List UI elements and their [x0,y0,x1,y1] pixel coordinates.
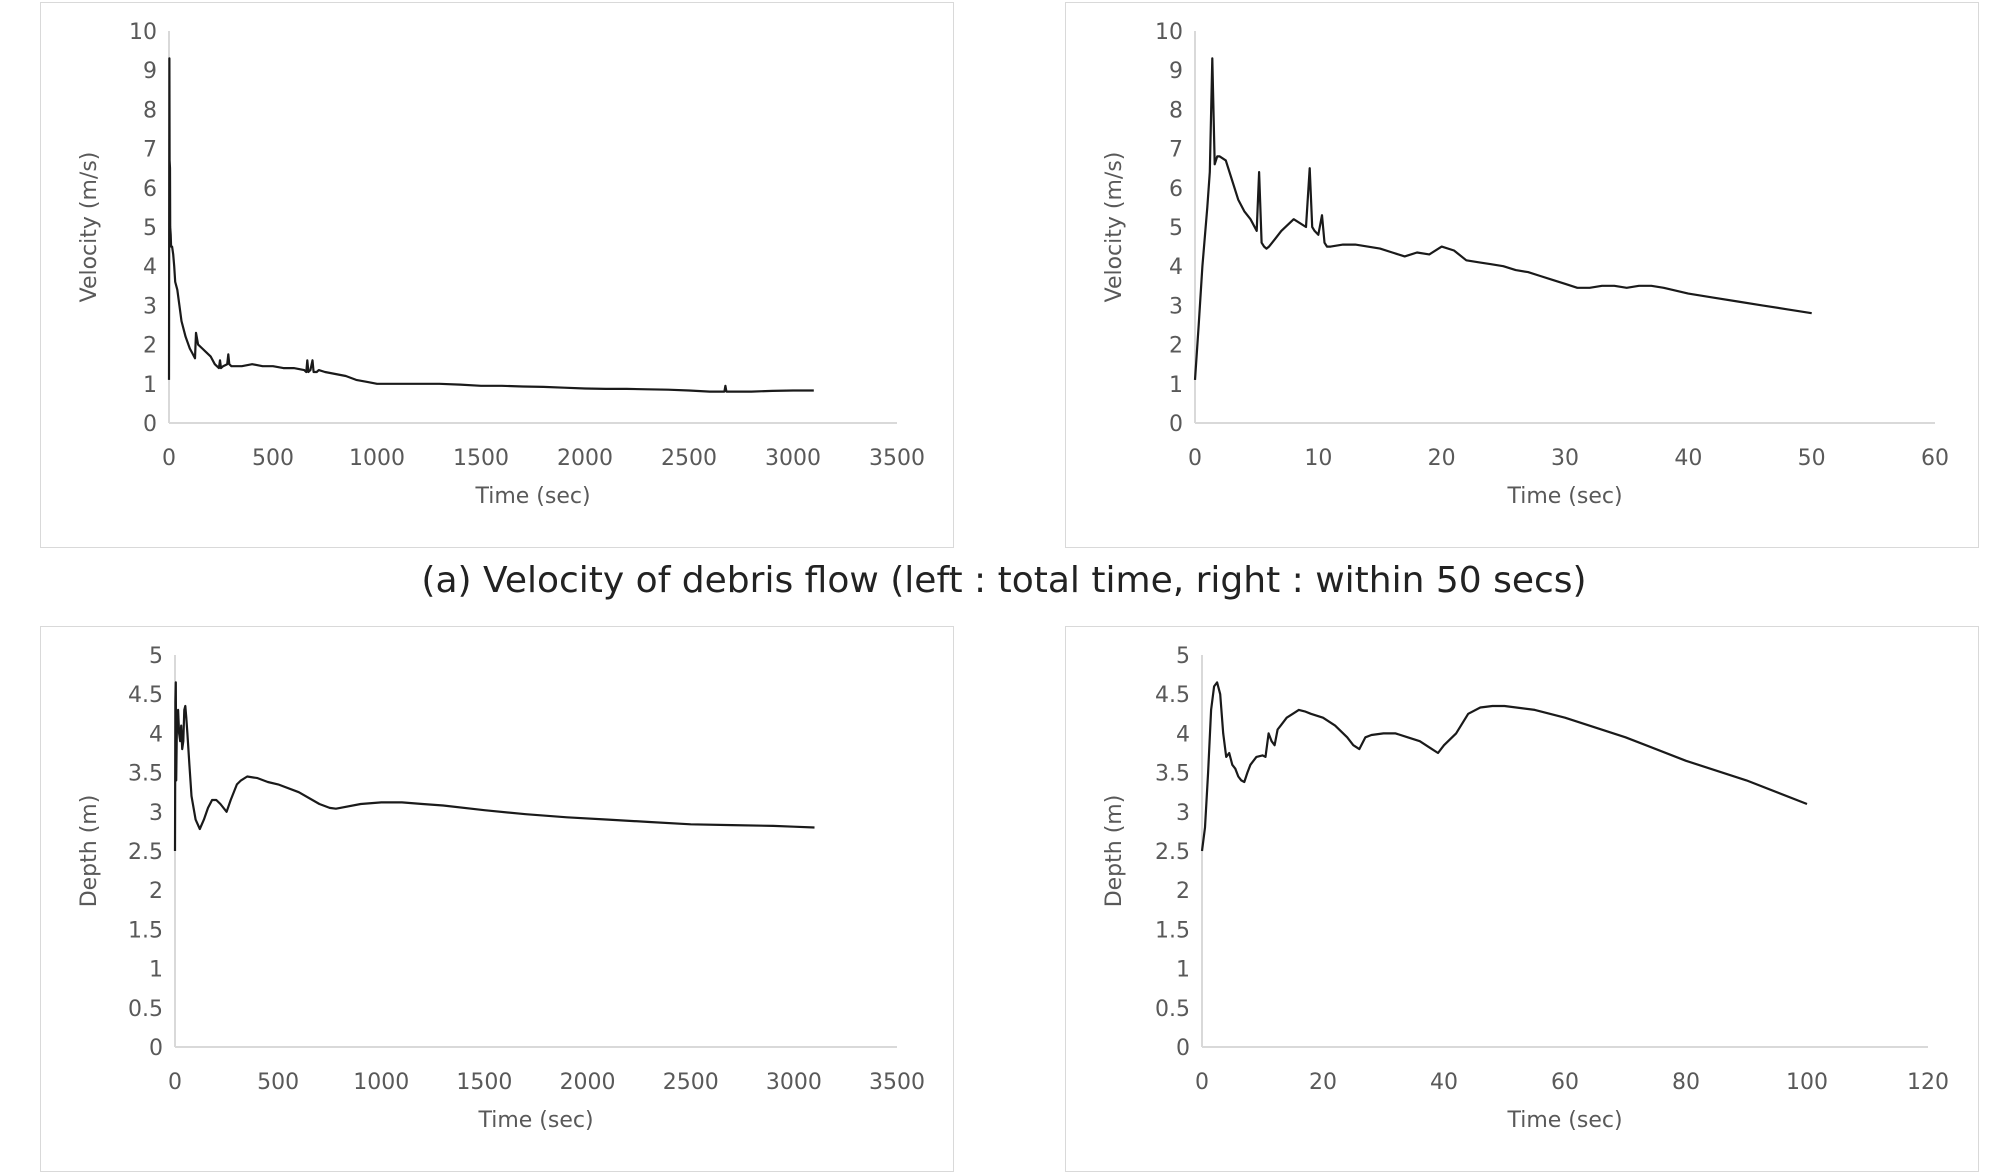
y-tick-label: 3 [143,294,157,319]
x-tick-label: 40 [1430,1070,1458,1095]
y-tick-label: 8 [1169,98,1183,123]
y-tick-label: 10 [129,20,157,45]
x-tick-label: 3500 [869,446,925,471]
x-tick-label: 2000 [557,446,613,471]
x-tick-label: 80 [1672,1070,1700,1095]
y-tick-label: 0.5 [128,997,163,1022]
x-tick-label: 2000 [560,1070,616,1095]
chart-depth-total: 0 0.5 1 1.5 2 2.5 3 3.5 4 4.5 5 0 500 1000 1500 2000 250… [40,626,954,1172]
y-axis-title: Velocity (m/s) [77,152,102,303]
chart-velocity-total: 0 1 2 3 4 5 6 7 8 9 10 0 500 1000 1500 2000 2500 3000 3500… [40,2,954,548]
x-tick-label: 60 [1921,446,1949,471]
y-tick-label: 9 [143,59,157,84]
x-tick-label: 20 [1309,1070,1337,1095]
y-tick-label: 1 [1176,958,1190,983]
y-tick-label: 4 [149,722,163,747]
y-tick-label: 5 [143,216,157,241]
chart-svg: 0 0.5 1 1.5 2 2.5 3 3.5 4 4.5 5 0 20 40 60 80 100 120 Time… [1102,644,1949,1133]
y-tick-label: 2 [1176,879,1190,904]
y-tick-label: 5 [1176,644,1190,669]
y-tick-label: 3 [1176,801,1190,826]
chart-depth-100s: 0 0.5 1 1.5 2 2.5 3 3.5 4 4.5 5 0 20 40 60 80 100 120 Time… [1065,626,1979,1172]
x-tick-label: 2500 [661,446,717,471]
x-axis-title: Time (sec) [1506,484,1622,509]
series-line [173,681,815,852]
x-tick-label: 3000 [766,1070,822,1095]
figure-caption: (a) Velocity of debris flow (left : tota… [421,560,1587,601]
y-tick-label: 7 [143,138,157,163]
x-tick-label: 500 [257,1070,299,1095]
y-tick-label: 0 [149,1036,163,1061]
y-tick-label: 2.5 [128,840,163,865]
y-axis-title: Depth (m) [77,795,102,908]
y-tick-label: 0 [1169,412,1183,437]
y-tick-label: 1 [1169,373,1183,398]
y-tick-label: 4 [1176,722,1190,747]
y-tick-label: 4.5 [1155,683,1190,708]
y-tick-label: 2 [149,879,163,904]
y-tick-label: 1 [143,373,157,398]
x-tick-label: 50 [1798,446,1826,471]
y-tick-label: 3 [1169,294,1183,319]
chart-velocity-50s: 0 1 2 3 4 5 6 7 8 9 10 0 10 20 30 40 50 60 Time (sec) Veloc… [1065,2,1979,548]
y-tick-label: 0 [1176,1036,1190,1061]
x-tick-label: 20 [1428,446,1456,471]
y-tick-label: 9 [1169,59,1183,84]
y-tick-label: 3 [149,801,163,826]
y-tick-label: 4.5 [128,683,163,708]
x-tick-label: 1000 [353,1070,409,1095]
y-tick-label: 10 [1155,20,1183,45]
x-tick-label: 0 [1195,1070,1209,1095]
x-tick-label: 3000 [765,446,821,471]
y-tick-label: 5 [149,644,163,669]
y-tick-label: 1.5 [1155,918,1190,943]
x-tick-label: 40 [1674,446,1702,471]
y-tick-label: 4 [1169,255,1183,280]
y-tick-label: 4 [143,255,157,280]
chart-svg: 0 1 2 3 4 5 6 7 8 9 10 0 10 20 30 40 50 60 Time (sec) Veloc… [1102,20,1949,509]
x-tick-label: 60 [1551,1070,1579,1095]
y-tick-label: 3.5 [1155,762,1190,787]
x-tick-label: 120 [1907,1070,1949,1095]
y-tick-label: 2 [143,334,157,359]
x-tick-label: 500 [252,446,294,471]
y-tick-label: 0 [143,412,157,437]
x-axis-title: Time (sec) [474,484,590,509]
series-line [1200,681,1808,852]
y-tick-label: 7 [1169,138,1183,163]
series-line [1193,57,1812,380]
y-tick-label: 1 [149,958,163,983]
x-tick-label: 1500 [456,1070,512,1095]
chart-svg: 0 1 2 3 4 5 6 7 8 9 10 0 500 1000 1500 2000 2500 3000 3500… [77,20,925,509]
x-tick-label: 1000 [349,446,405,471]
x-tick-label: 0 [168,1070,182,1095]
x-axis-title: Time (sec) [477,1108,593,1133]
y-tick-label: 2 [1169,334,1183,359]
y-tick-label: 6 [1169,177,1183,202]
x-tick-label: 100 [1786,1070,1828,1095]
y-tick-label: 1.5 [128,918,163,943]
chart-svg: 0 0.5 1 1.5 2 2.5 3 3.5 4 4.5 5 0 500 1000 1500 2000 250… [77,644,925,1133]
x-tick-label: 10 [1304,446,1332,471]
y-tick-label: 6 [143,177,157,202]
x-axis-title: Time (sec) [1506,1108,1622,1133]
y-axis-title: Depth (m) [1102,795,1127,908]
x-tick-label: 2500 [663,1070,719,1095]
x-tick-label: 1500 [453,446,509,471]
x-tick-label: 30 [1551,446,1579,471]
y-tick-label: 8 [143,98,157,123]
y-tick-label: 2.5 [1155,840,1190,865]
x-tick-label: 0 [1188,446,1202,471]
y-tick-label: 0.5 [1155,997,1190,1022]
series-line [167,57,814,393]
y-axis-title: Velocity (m/s) [1102,152,1127,303]
x-tick-label: 0 [162,446,176,471]
y-tick-label: 3.5 [128,762,163,787]
y-tick-label: 5 [1169,216,1183,241]
x-tick-label: 3500 [869,1070,925,1095]
